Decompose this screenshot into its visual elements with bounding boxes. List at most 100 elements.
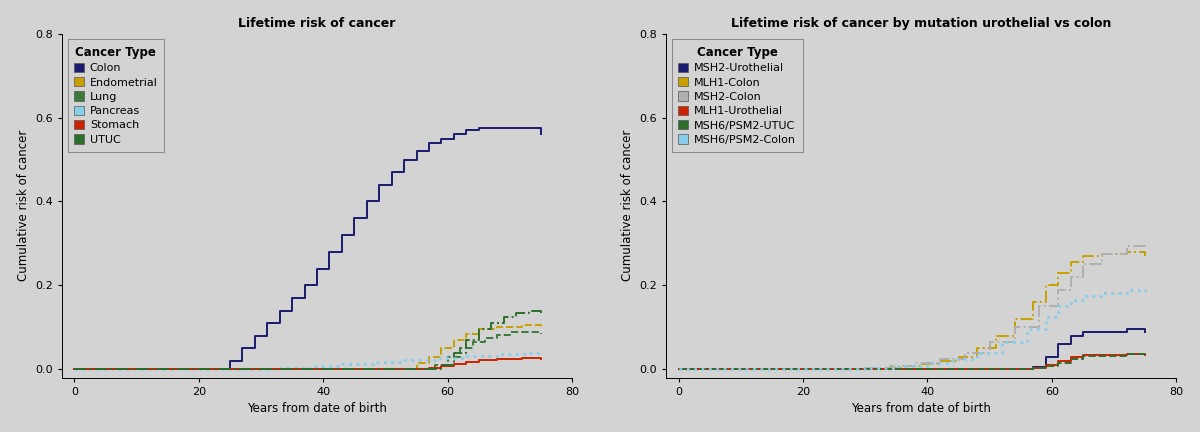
- Pancreas: [272, 367, 287, 372]
- MSH6/PSM2-Colon: [946, 360, 960, 365]
- MSH6/PSM2-UTUC: [1026, 367, 1040, 372]
- Colon: [446, 132, 461, 137]
- Lung: [428, 367, 443, 372]
- MSH2-Urothelial: [1063, 342, 1078, 347]
- Colon: [223, 359, 238, 364]
- MSH6/PSM2-Colon: [946, 356, 960, 362]
- MLH1-Urothelial: [1038, 365, 1052, 371]
- MSH6/PSM2-UTUC: [672, 367, 686, 372]
- Line: MLH1-Urothelial: MLH1-Urothelial: [679, 354, 1145, 369]
- Lung: [440, 354, 455, 359]
- Stomach: [460, 359, 474, 365]
- MSH6/PSM2-Colon: [1020, 340, 1034, 345]
- Colon: [409, 157, 424, 162]
- MSH2-Colon: [932, 361, 947, 366]
- MSH2-Urothelial: [1026, 365, 1040, 370]
- MSH2-Urothelial: [1038, 354, 1052, 359]
- Stomach: [422, 365, 437, 371]
- Stomach: [434, 363, 449, 368]
- Colon: [347, 216, 361, 221]
- Colon: [323, 266, 337, 271]
- Title: Lifetime risk of cancer: Lifetime risk of cancer: [239, 17, 396, 30]
- MSH2-Urothelial: [1051, 342, 1066, 347]
- MSH2-Urothelial: [1138, 327, 1152, 332]
- MSH6/PSM2-UTUC: [1063, 356, 1078, 362]
- MLH1-Urothelial: [1063, 359, 1078, 364]
- Colon: [298, 295, 312, 301]
- UTUC: [460, 350, 474, 355]
- MSH6/PSM2-Colon: [1138, 289, 1152, 294]
- MSH2-Colon: [1051, 287, 1066, 292]
- Endometrial: [446, 337, 461, 343]
- MSH6/PSM2-Colon: [1120, 288, 1134, 293]
- Endometrial: [67, 367, 82, 372]
- MLH1-Colon: [989, 346, 1003, 351]
- MSH6/PSM2-UTUC: [1075, 353, 1090, 359]
- Stomach: [460, 361, 474, 366]
- MLH1-Colon: [914, 362, 929, 367]
- Colon: [460, 127, 474, 133]
- Colon: [247, 346, 262, 351]
- MLH1-Urothelial: [1051, 362, 1066, 368]
- MSH6/PSM2-Colon: [1075, 293, 1090, 299]
- Pancreas: [534, 350, 548, 355]
- MLH1-Colon: [1120, 251, 1134, 257]
- Line: Stomach: Stomach: [74, 358, 541, 369]
- MLH1-Colon: [1063, 270, 1078, 276]
- Lung: [67, 367, 82, 372]
- MSH6/PSM2-Colon: [889, 365, 904, 371]
- Colon: [272, 308, 287, 313]
- Endometrial: [422, 360, 437, 365]
- Stomach: [491, 356, 505, 362]
- Stomach: [515, 356, 529, 362]
- Endometrial: [409, 360, 424, 365]
- MLH1-Urothelial: [1120, 351, 1134, 356]
- Lung: [440, 362, 455, 368]
- Pancreas: [534, 350, 548, 355]
- Lung: [452, 346, 467, 351]
- Lung: [428, 362, 443, 368]
- Pancreas: [521, 351, 535, 356]
- MLH1-Colon: [1138, 249, 1152, 254]
- UTUC: [497, 314, 511, 320]
- Pancreas: [335, 363, 349, 368]
- MSH6/PSM2-Colon: [889, 364, 904, 369]
- Endometrial: [515, 323, 529, 328]
- MSH2-Urothelial: [1075, 333, 1090, 338]
- Y-axis label: Cumulative risk of cancer: Cumulative risk of cancer: [17, 130, 30, 281]
- Stomach: [534, 356, 548, 361]
- Colon: [247, 333, 262, 338]
- Pancreas: [67, 367, 82, 372]
- MSH6/PSM2-Colon: [672, 367, 686, 372]
- Lung: [478, 335, 492, 340]
- Colon: [446, 136, 461, 141]
- MSH2-Colon: [1138, 243, 1152, 248]
- Pancreas: [272, 365, 287, 370]
- Colon: [284, 295, 299, 301]
- Stomach: [491, 358, 505, 363]
- MLH1-Urothelial: [1075, 354, 1090, 359]
- MLH1-Urothelial: [1051, 359, 1066, 364]
- Endometrial: [472, 331, 486, 336]
- MLH1-Colon: [1038, 300, 1052, 305]
- Lung: [503, 330, 517, 335]
- Pancreas: [304, 365, 318, 370]
- Colon: [310, 283, 324, 288]
- Colon: [347, 232, 361, 238]
- MSH2-Colon: [907, 361, 922, 366]
- MSH2-Colon: [1063, 274, 1078, 280]
- Line: MSH6/PSM2-UTUC: MSH6/PSM2-UTUC: [679, 354, 1145, 369]
- Colon: [372, 182, 386, 187]
- Stomach: [472, 359, 486, 365]
- MSH2-Colon: [1120, 243, 1134, 248]
- Line: MSH6/PSM2-Colon: MSH6/PSM2-Colon: [679, 290, 1145, 369]
- UTUC: [521, 308, 535, 313]
- MSH6/PSM2-Colon: [920, 364, 935, 369]
- MSH2-Colon: [1007, 325, 1021, 330]
- X-axis label: Years from date of birth: Years from date of birth: [851, 402, 991, 415]
- Endometrial: [434, 354, 449, 359]
- MLH1-Colon: [1075, 254, 1090, 259]
- MLH1-Colon: [1094, 254, 1109, 259]
- MSH2-Colon: [907, 364, 922, 369]
- Colon: [434, 136, 449, 141]
